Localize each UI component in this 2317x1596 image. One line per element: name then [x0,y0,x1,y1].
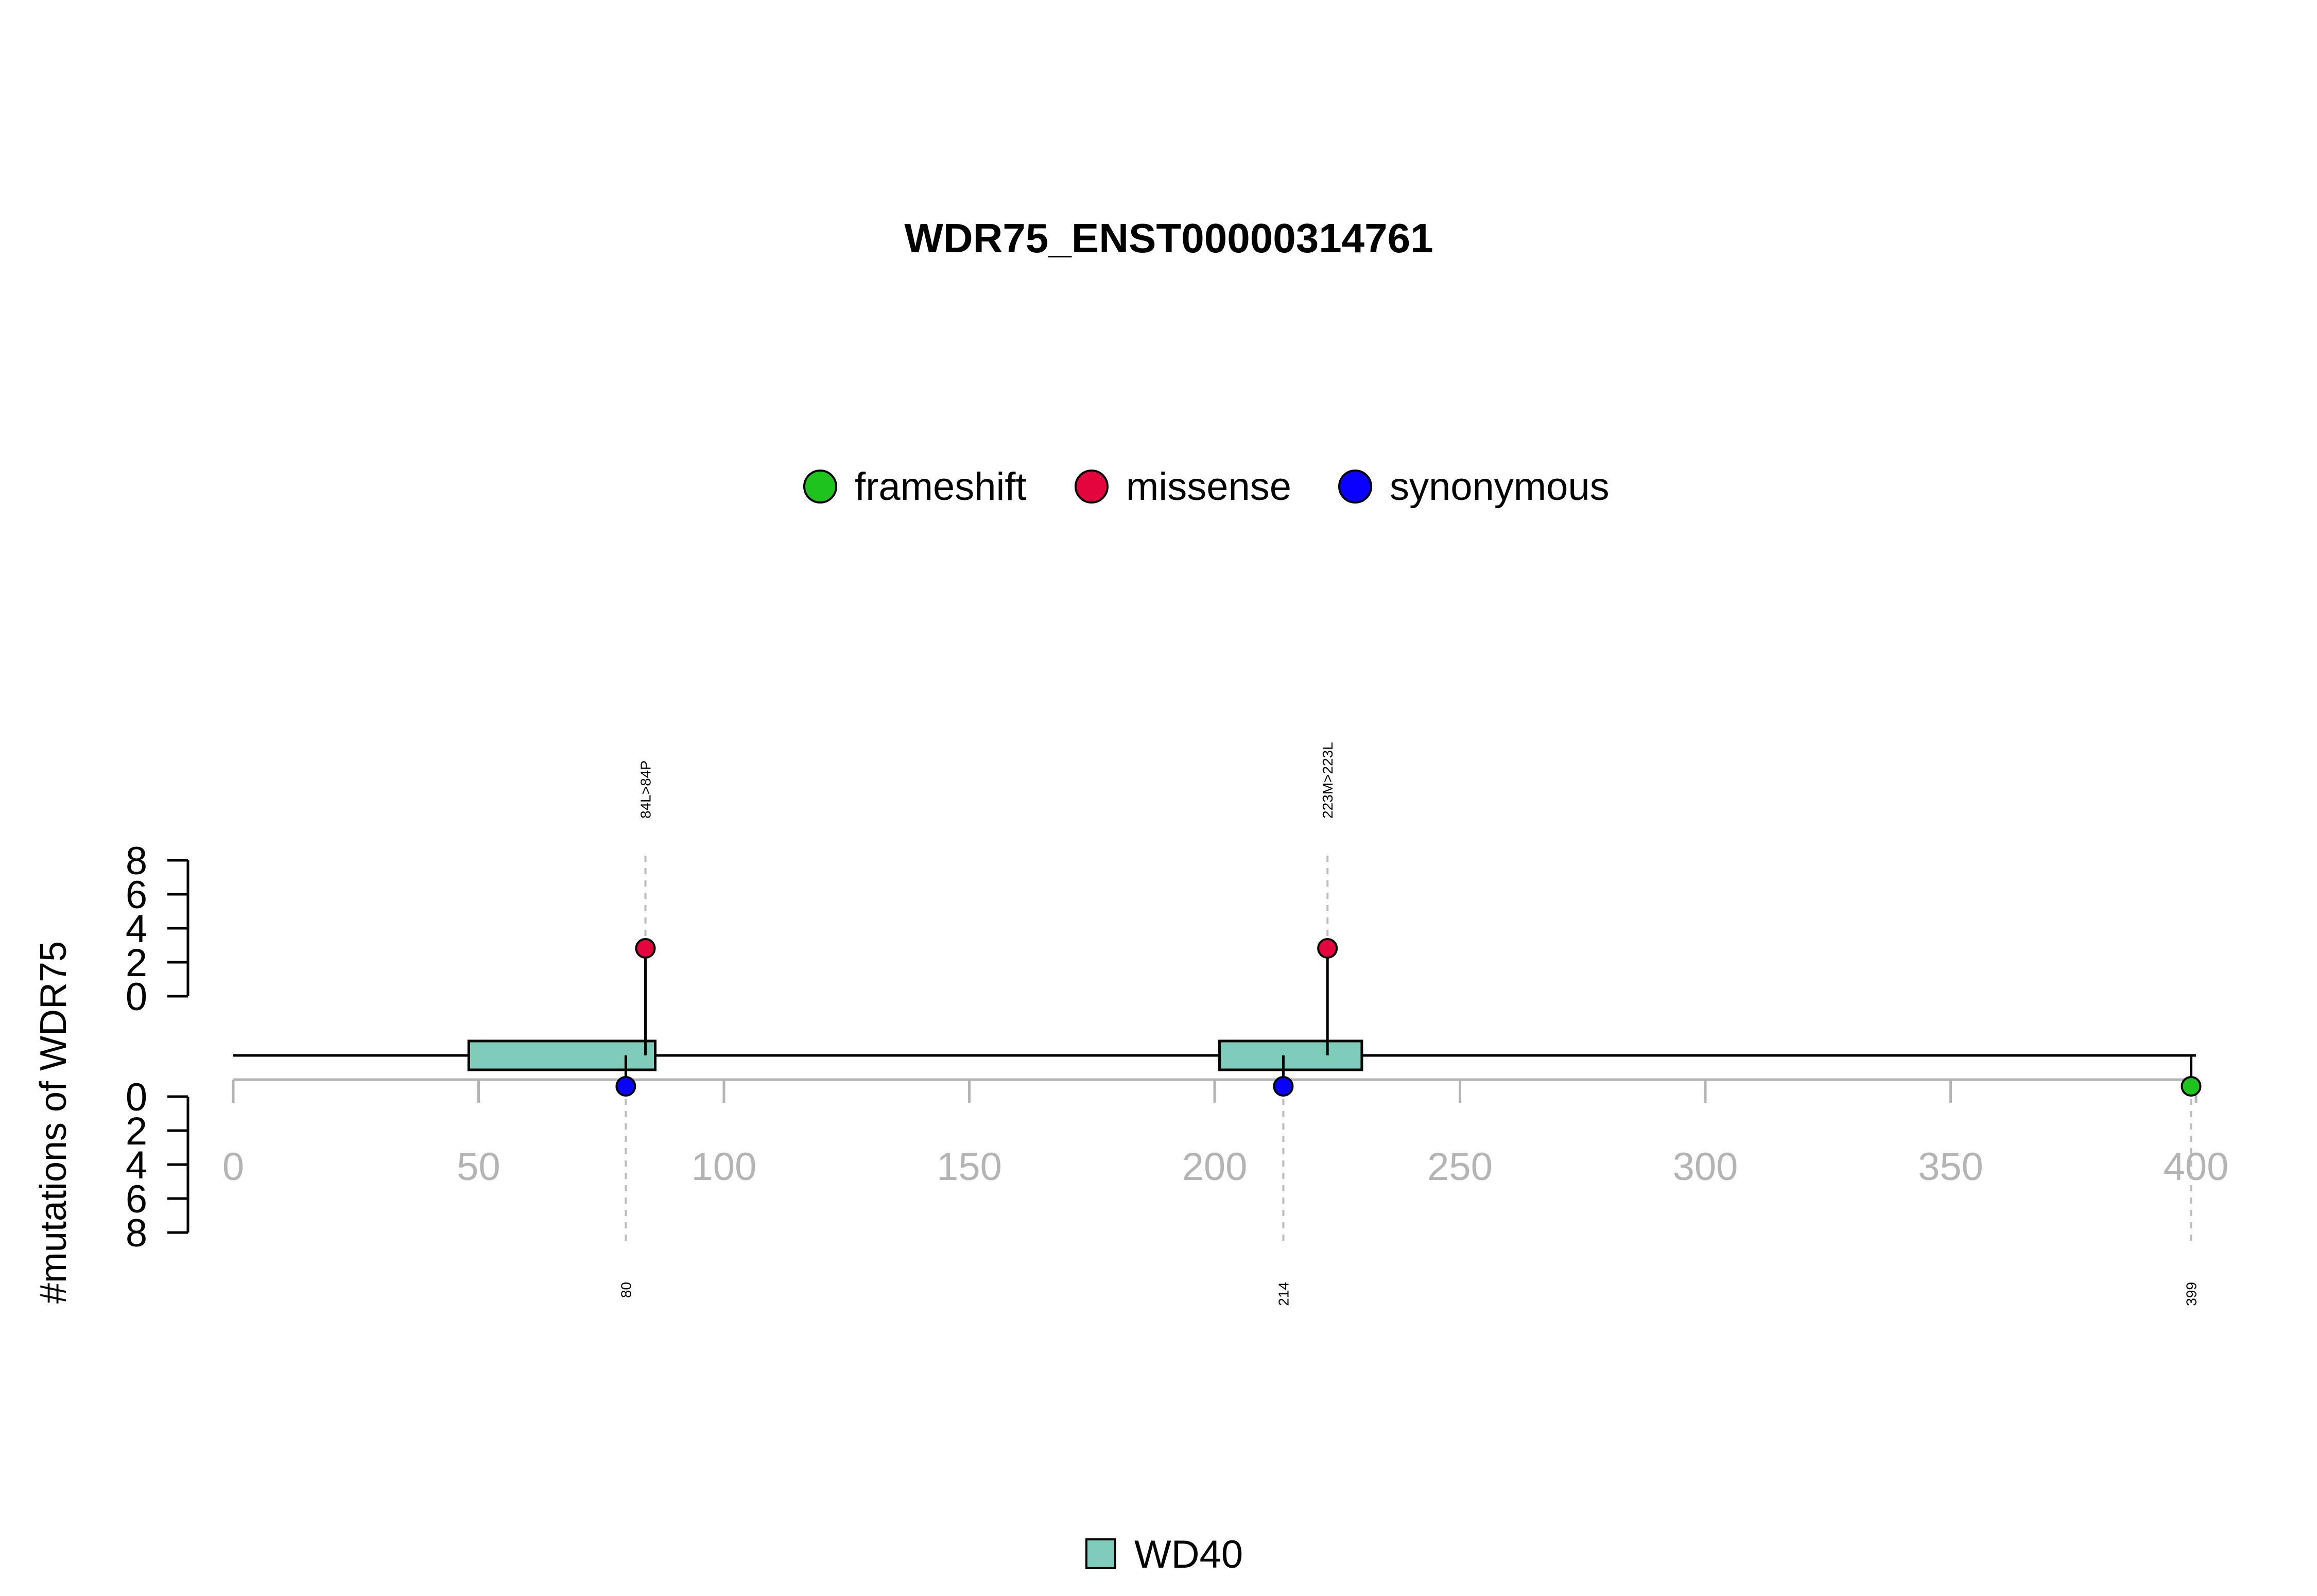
y-axis-label: #mutations of WDR75 [33,941,74,1304]
mutation-top-2: 223M>223L [1317,742,1338,1055]
y-tick-label-top-4: 4 [126,907,147,951]
mutation-bottom-1: 80 [615,1055,636,1298]
mutation-bottom-2: 214 [1273,1055,1294,1306]
y-tick-label-bottom-8: 8 [126,1211,147,1255]
legend-item-frameshift: frameshift [803,465,1027,509]
y-tick-label-bottom-0: 0 [126,1075,147,1119]
y-tick-label-bottom-6: 6 [126,1177,147,1221]
x-tick-label-200: 200 [1182,1145,1248,1189]
x-tick-label-350: 350 [1918,1145,1983,1189]
mutation-label: 223M>223L [1320,742,1336,819]
domains-layer [467,1039,1363,1071]
y-tick-label-top-6: 6 [126,873,147,917]
x-tick-label-250: 250 [1427,1145,1493,1189]
domain-legend-item-WD40: WD40 [1085,1533,1243,1576]
mutation-label: 84L>84P [638,760,654,819]
mutation-label: 80 [618,1282,634,1298]
domain-legend-label: WD40 [1134,1533,1243,1576]
mutation-label: 399 [2183,1282,2199,1306]
y-tick-label-bottom-4: 4 [126,1143,147,1187]
legend-label-frameshift: frameshift [855,465,1027,509]
x-tick-label-0: 0 [222,1145,244,1189]
mutation-point [635,938,656,959]
mutation-label: 214 [1275,1282,1291,1306]
domain-legend: WD40 [1085,1533,1243,1576]
x-tick-label-300: 300 [1673,1145,1738,1189]
chart-title: WDR75_ENST00000314761 [904,215,1433,261]
x-axis: 0 50 100 150 200 250 300 350 400 [222,1078,2229,1189]
y-tick-label-top-0: 0 [126,975,147,1019]
y-tick-label-top-2: 2 [126,941,147,985]
mutation-point [2181,1076,2202,1097]
x-tick-label-100: 100 [691,1145,757,1189]
domain-box-1 [467,1039,657,1071]
mutation-point [615,1076,636,1097]
legend-item-synonymous: synonymous [1338,465,1610,509]
y-tick-label-bottom-2: 2 [126,1109,147,1153]
legend-marker-synonymous [1338,470,1372,504]
legend-marker-frameshift [803,470,837,504]
legend-label-synonymous: synonymous [1390,465,1610,509]
mutation-point [1273,1076,1294,1097]
legend-item-missense: missense [1075,465,1291,509]
x-tick-label-400: 400 [2164,1145,2229,1189]
mutation-legend: frameshift missense synonymous [803,465,1610,509]
legend-label-missense: missense [1126,465,1291,509]
x-tick-label-50: 50 [457,1145,500,1189]
mutation-bottom-3: 399 [2181,1055,2202,1306]
domain-legend-swatch [1085,1538,1116,1569]
mutation-top-1: 84L>84P [635,760,656,1055]
legend-marker-missense [1075,470,1109,504]
domain-box-2 [1218,1039,1363,1071]
mutation-point [1317,938,1338,959]
y-tick-label-top-8: 8 [126,839,147,883]
x-tick-label-150: 150 [937,1145,1002,1189]
mutations-layer: 84L>84P 223M>223L 80 214 399 [615,742,2202,1306]
